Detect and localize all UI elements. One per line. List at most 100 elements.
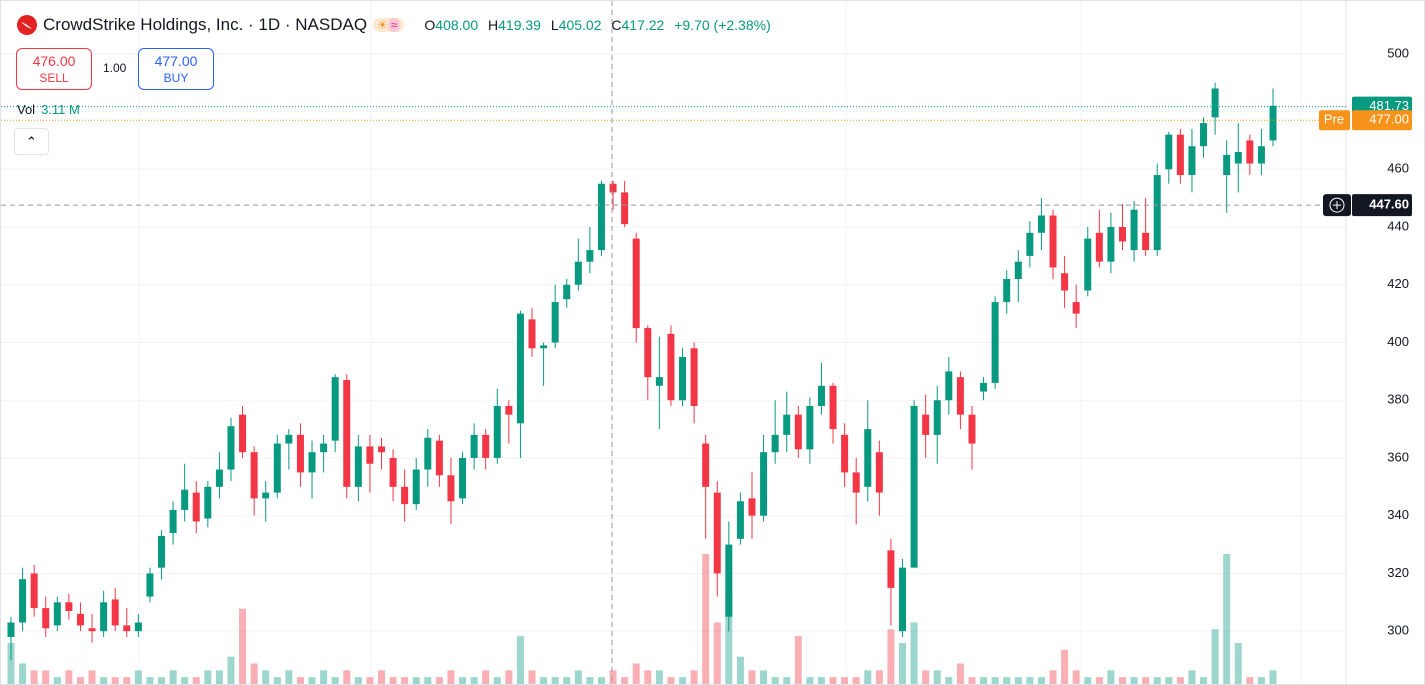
volume-bar (65, 670, 73, 684)
candle-body (1026, 232, 1034, 256)
volume-bar (134, 670, 142, 684)
candle-body (100, 602, 108, 632)
volume-bar (725, 595, 733, 684)
volume-bar (841, 677, 849, 684)
volume-bar (401, 677, 409, 684)
volume-bar (655, 670, 663, 684)
y-tick-label: 360 (1387, 449, 1409, 464)
candle-body (401, 486, 409, 505)
candle-body (1037, 215, 1045, 233)
o-value: 408.00 (435, 17, 479, 33)
candle-body (1072, 302, 1080, 314)
volume-bar (53, 677, 61, 684)
candle-body (354, 446, 362, 487)
candle-body (1269, 105, 1277, 141)
candle-body (1061, 273, 1069, 291)
volume-bar (667, 677, 675, 684)
volume-bar (215, 670, 223, 684)
candle-body (574, 261, 582, 285)
volume-bar (435, 677, 443, 684)
candle-body (748, 498, 756, 516)
volume-bar (366, 677, 374, 684)
volume-bar (736, 656, 744, 684)
ohlc: O408.00 H419.39 L405.02 C417.22 +9.70 (+… (424, 17, 776, 33)
candle-body (42, 608, 50, 629)
volume-bar (516, 636, 524, 684)
candle-body (1257, 146, 1265, 164)
last-price-label: 481.73 (1369, 98, 1409, 113)
h-label: H (488, 17, 499, 33)
candle-body (88, 628, 96, 632)
candle-body (852, 472, 860, 493)
crosshair-plus (1329, 197, 1345, 213)
candle-body (366, 446, 374, 464)
volume-bar (713, 622, 721, 684)
volume-bar (123, 677, 131, 684)
volume-bar (1095, 677, 1103, 684)
volume-bar (574, 670, 582, 684)
volume-bar (760, 670, 768, 684)
candle-body (123, 625, 131, 632)
volume-bar (690, 670, 698, 684)
crosshair-plus-sign (1333, 201, 1341, 210)
candle-body (1200, 123, 1208, 147)
candle-body (250, 452, 258, 499)
volume-bar (1223, 554, 1231, 684)
candle-body (551, 302, 559, 343)
candle-body (239, 414, 247, 453)
y-tick-label: 340 (1387, 507, 1409, 522)
candle-body (713, 492, 721, 574)
quantity[interactable]: 1.00 (103, 61, 127, 75)
candle-body (910, 406, 918, 568)
buy-button[interactable]: 477.00 BUY (138, 48, 214, 90)
candle-body (736, 501, 744, 539)
sell-button[interactable]: 476.00 SELL (16, 48, 92, 90)
symbol-title[interactable]: CrowdStrike Holdings, Inc. · 1D · NASDAQ (43, 15, 368, 34)
candle-body (1095, 232, 1103, 262)
y-tick-label: 300 (1387, 623, 1409, 638)
volume-bar (424, 677, 432, 684)
candle-body (1130, 209, 1138, 251)
volume-bar (1026, 677, 1034, 684)
y-tick-label: 380 (1387, 392, 1409, 407)
volume-bar (273, 677, 281, 684)
candle-body (655, 377, 663, 386)
candle-body (933, 400, 941, 435)
candle-body (528, 319, 536, 349)
volume-bar (1165, 677, 1173, 684)
candle-body (424, 437, 432, 470)
volume-bar (7, 642, 15, 684)
volume-bar (308, 677, 316, 684)
volume-bar (1061, 649, 1069, 684)
volume-bar (1200, 677, 1208, 684)
y-tick-label: 440 (1387, 218, 1409, 233)
volume-bar (1269, 670, 1277, 684)
candle-body (308, 452, 316, 473)
o-label: O (424, 17, 436, 33)
volume-bar (1003, 677, 1011, 684)
pre-price-tag (1352, 110, 1412, 131)
candle-body (783, 414, 791, 435)
candle-body (65, 602, 73, 611)
candle-body (1118, 227, 1126, 242)
volume-bar (621, 677, 629, 684)
volume-bar (980, 677, 988, 684)
candle-body (470, 434, 478, 458)
sell-label: SELL (39, 71, 69, 85)
candle-body (1084, 238, 1092, 291)
volume-bar (343, 670, 351, 684)
candle-body (1107, 227, 1115, 262)
candle-body (1003, 278, 1011, 303)
volume-bar (817, 677, 825, 684)
volume-bar (794, 636, 802, 684)
candle-body (1142, 232, 1150, 251)
volume-bar (679, 677, 687, 684)
volume-bar (551, 677, 559, 684)
candle-body (516, 313, 524, 424)
collapse-button[interactable]: ⌃ (14, 128, 49, 155)
volume-bar (991, 677, 999, 684)
volume-bar (1130, 677, 1138, 684)
volume-bar (887, 629, 895, 684)
candle-body (1234, 151, 1242, 164)
candle-body (377, 446, 385, 453)
